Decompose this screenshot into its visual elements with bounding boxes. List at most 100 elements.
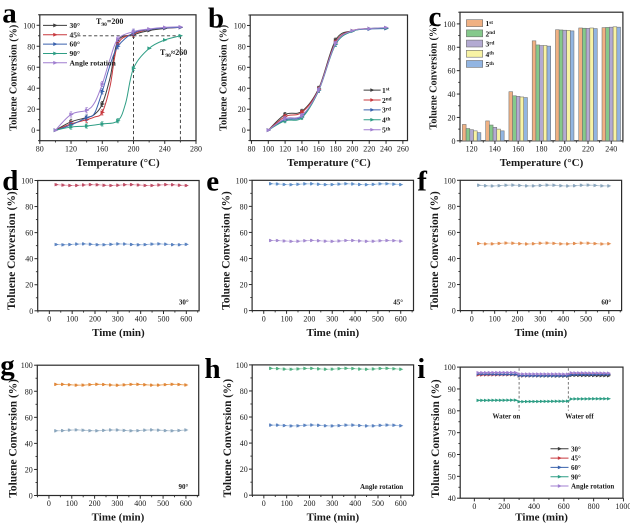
svg-text:220: 220 <box>363 144 375 153</box>
svg-text:T90≈260: T90≈260 <box>160 48 187 59</box>
svg-text:T90=200: T90=200 <box>96 17 123 28</box>
svg-text:c: c <box>429 1 442 33</box>
svg-text:5th: 5th <box>382 126 390 135</box>
svg-text:Temperature (°C): Temperature (°C) <box>500 157 584 169</box>
svg-text:600: 600 <box>180 499 192 508</box>
svg-text:Angle rotation: Angle rotation <box>571 483 614 491</box>
svg-text:20: 20 <box>27 105 35 114</box>
svg-text:160: 160 <box>96 144 108 153</box>
svg-text:100: 100 <box>281 499 293 508</box>
svg-text:0: 0 <box>29 492 33 501</box>
svg-text:45°: 45° <box>571 455 581 463</box>
svg-text:500: 500 <box>372 499 384 508</box>
svg-text:80: 80 <box>240 202 248 211</box>
svg-text:100: 100 <box>236 361 248 370</box>
svg-text:g: g <box>0 349 15 381</box>
svg-text:3rd: 3rd <box>382 106 391 115</box>
svg-text:Toluene Conversion (%): Toluene Conversion (%) <box>222 379 234 498</box>
svg-text:3rd: 3rd <box>486 40 495 49</box>
svg-text:2nd: 2nd <box>486 29 496 38</box>
svg-text:0: 0 <box>47 499 51 508</box>
svg-text:b: b <box>208 3 224 35</box>
svg-text:500: 500 <box>580 314 592 323</box>
svg-text:40: 40 <box>240 439 248 448</box>
svg-text:Temperature (°C): Temperature (°C) <box>76 157 160 169</box>
svg-text:45°: 45° <box>70 30 81 39</box>
svg-text:200: 200 <box>559 145 571 154</box>
svg-text:80: 80 <box>36 144 44 153</box>
svg-text:300: 300 <box>534 314 546 323</box>
svg-text:Toluene Conversion (%): Toluene Conversion (%) <box>429 23 440 129</box>
svg-text:60°: 60° <box>601 298 611 306</box>
svg-text:0: 0 <box>29 307 33 316</box>
svg-text:160: 160 <box>512 145 524 154</box>
svg-text:0: 0 <box>262 499 266 508</box>
svg-text:200: 200 <box>304 499 316 508</box>
svg-text:Angle rotation: Angle rotation <box>70 58 117 67</box>
svg-text:90°: 90° <box>571 473 581 481</box>
svg-text:600: 600 <box>180 315 192 324</box>
svg-text:1st: 1st <box>486 19 494 28</box>
svg-text:600: 600 <box>558 502 570 511</box>
svg-text:600: 600 <box>395 314 407 323</box>
svg-text:30°: 30° <box>179 299 189 307</box>
svg-text:f: f <box>417 165 427 197</box>
svg-text:40: 40 <box>448 255 456 264</box>
svg-text:20: 20 <box>25 281 33 290</box>
svg-text:80: 80 <box>240 387 248 396</box>
svg-text:20: 20 <box>25 465 33 474</box>
svg-text:Time (min): Time (min) <box>515 512 568 524</box>
svg-text:i: i <box>417 353 425 385</box>
svg-text:90°: 90° <box>70 49 81 58</box>
svg-text:80: 80 <box>448 407 456 416</box>
svg-text:200: 200 <box>128 144 140 153</box>
svg-text:200: 200 <box>498 502 510 511</box>
svg-text:20: 20 <box>448 281 456 290</box>
svg-text:90°: 90° <box>178 483 188 491</box>
svg-text:0: 0 <box>470 314 474 323</box>
svg-text:100: 100 <box>444 363 456 372</box>
svg-text:2nd: 2nd <box>382 96 392 105</box>
svg-text:40: 40 <box>238 84 246 93</box>
svg-text:80: 80 <box>27 42 35 51</box>
svg-text:140: 140 <box>296 144 308 153</box>
svg-text:300: 300 <box>326 499 338 508</box>
svg-text:40: 40 <box>25 439 33 448</box>
svg-text:100: 100 <box>21 177 33 186</box>
svg-text:0: 0 <box>262 314 266 323</box>
svg-text:100: 100 <box>444 20 456 29</box>
svg-text:a: a <box>2 0 17 29</box>
svg-text:e: e <box>206 166 219 198</box>
svg-text:600: 600 <box>603 314 615 323</box>
svg-text:90: 90 <box>448 385 456 394</box>
svg-text:80: 80 <box>25 387 33 396</box>
svg-text:Time (min): Time (min) <box>306 327 359 339</box>
svg-text:600: 600 <box>395 499 407 508</box>
svg-text:Toluene Conversion (%): Toluene Conversion (%) <box>429 191 441 310</box>
svg-text:200: 200 <box>346 144 358 153</box>
svg-text:Time (min): Time (min) <box>92 511 145 523</box>
svg-text:280: 280 <box>190 144 202 153</box>
svg-text:200: 200 <box>89 499 101 508</box>
svg-text:240: 240 <box>159 144 171 153</box>
svg-text:70: 70 <box>448 429 456 438</box>
svg-text:h: h <box>205 353 221 385</box>
svg-text:60: 60 <box>25 229 33 238</box>
svg-text:800: 800 <box>588 502 600 511</box>
svg-text:500: 500 <box>157 499 169 508</box>
svg-text:80: 80 <box>448 43 456 52</box>
svg-text:260: 260 <box>397 144 409 153</box>
svg-text:30°: 30° <box>571 445 581 453</box>
svg-text:500: 500 <box>372 314 384 323</box>
svg-text:40: 40 <box>27 84 35 93</box>
svg-text:60°: 60° <box>70 40 81 49</box>
svg-text:45°: 45° <box>393 298 403 306</box>
svg-text:60: 60 <box>240 228 248 237</box>
svg-text:100: 100 <box>444 176 456 185</box>
svg-text:60: 60 <box>240 413 248 422</box>
svg-text:240: 240 <box>380 144 392 153</box>
svg-text:5th: 5th <box>486 60 494 69</box>
svg-text:100: 100 <box>489 314 501 323</box>
svg-text:0: 0 <box>244 491 248 500</box>
svg-text:200: 200 <box>89 315 101 324</box>
